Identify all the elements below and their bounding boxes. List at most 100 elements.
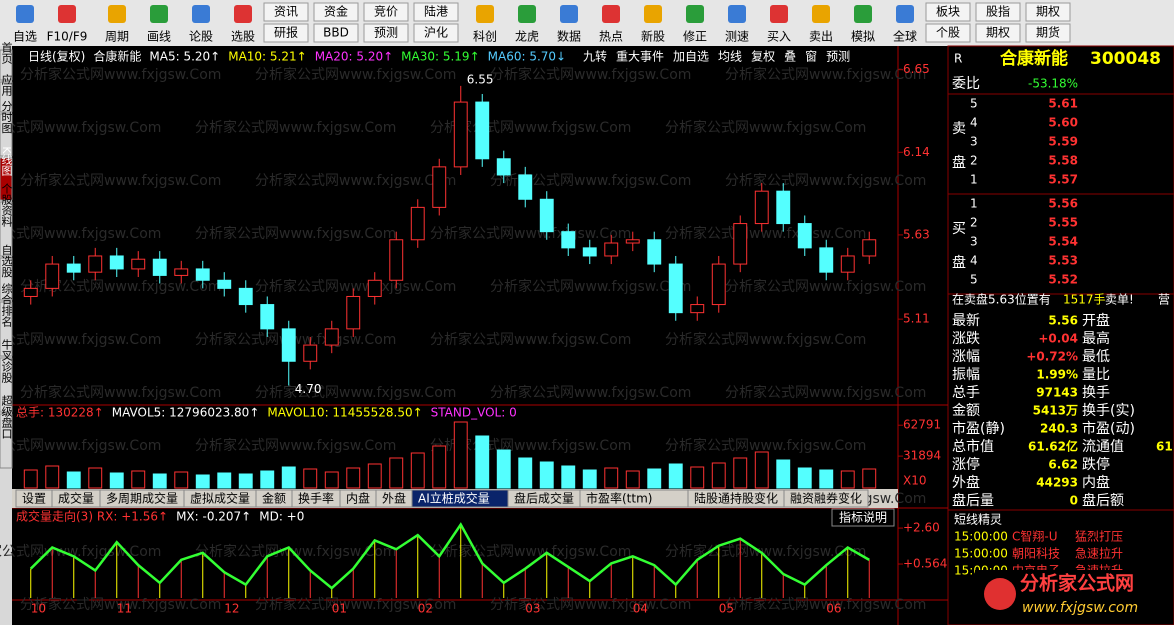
toolbar-label[interactable]: 选股: [231, 30, 255, 44]
toolbar-button[interactable]: [313, 23, 359, 43]
toolbar-button[interactable]: [413, 2, 459, 22]
chart-button[interactable]: 窗: [805, 50, 817, 64]
toolbar-label[interactable]: F10/F9: [47, 30, 88, 44]
toolbar-button[interactable]: [263, 2, 309, 22]
tab-label[interactable]: 虚拟成交量: [190, 491, 250, 506]
toolbar-label[interactable]: 股指: [986, 4, 1010, 19]
toolbar-button[interactable]: [925, 2, 971, 22]
toolbar-label[interactable]: 竞价: [374, 5, 398, 19]
toolbar-label[interactable]: 新股: [641, 29, 665, 44]
chart-button[interactable]: 预测: [826, 50, 850, 64]
toolbar-label[interactable]: 预测: [374, 26, 398, 40]
side-tab-label[interactable]: 首页: [0, 41, 13, 65]
toolbar-label[interactable]: 数据: [557, 29, 581, 44]
tab-label[interactable]: 内盘: [346, 491, 370, 506]
toolbar-label[interactable]: 个股: [936, 26, 960, 40]
tab-label[interactable]: 成交量: [58, 491, 94, 506]
tab-label[interactable]: 多周期成交量: [106, 491, 178, 506]
side-tab-label[interactable]: 应用: [0, 73, 13, 97]
toolbar-icon[interactable]: [16, 5, 34, 23]
toolbar-button[interactable]: [1025, 2, 1071, 22]
toolbar-icon[interactable]: [58, 5, 76, 23]
toolbar-button[interactable]: [975, 2, 1021, 22]
toolbar-button[interactable]: [313, 2, 359, 22]
toolbar-label[interactable]: 期货: [1036, 25, 1060, 40]
side-tab-label[interactable]: 个股资料: [0, 183, 13, 228]
toolbar-icon[interactable]: [476, 5, 494, 23]
tab-label[interactable]: 市盈率(ttm): [586, 491, 652, 506]
toolbar-button[interactable]: [363, 2, 409, 22]
tab-label[interactable]: 换手率: [298, 491, 334, 506]
chart-button[interactable]: 重大事件: [616, 50, 664, 64]
side-tab[interactable]: [0, 201, 13, 257]
toolbar-icon[interactable]: [812, 5, 830, 23]
toolbar-label[interactable]: 卖出: [809, 30, 833, 44]
side-tab[interactable]: [0, 81, 13, 113]
toolbar-label[interactable]: 板块: [936, 5, 960, 19]
side-tab-label[interactable]: 综合排名: [0, 282, 13, 327]
toolbar-button[interactable]: [925, 23, 971, 43]
toolbar-button[interactable]: [975, 23, 1021, 43]
tab-label[interactable]: 金额: [262, 491, 286, 506]
toolbar-label[interactable]: 期权: [1036, 5, 1060, 19]
tab-label[interactable]: 陆股通持股变化: [694, 491, 778, 506]
toolbar-icon[interactable]: [150, 5, 168, 23]
toolbar-button[interactable]: [1025, 23, 1071, 43]
tab-label[interactable]: 融资融券变化: [790, 491, 862, 506]
toolbar-label[interactable]: 周期: [105, 30, 129, 44]
toolbar-icon[interactable]: [518, 5, 536, 23]
toolbar-label[interactable]: 自选: [13, 30, 37, 44]
tab-label[interactable]: 外盘: [382, 491, 406, 506]
chart-button[interactable]: 叠: [784, 50, 796, 64]
toolbar-label[interactable]: 论股: [189, 30, 213, 44]
toolbar-icon[interactable]: [192, 5, 210, 23]
toolbar-label[interactable]: 热点: [599, 30, 623, 44]
side-tab-label[interactable]: 分时图: [0, 100, 13, 134]
toolbar-icon[interactable]: [644, 5, 662, 23]
toolbar-label[interactable]: 龙虎: [515, 30, 539, 44]
toolbar-label[interactable]: 资讯: [274, 5, 298, 19]
toolbar-label[interactable]: 测速: [725, 30, 749, 44]
side-tab-label[interactable]: 牛叉诊股: [0, 338, 13, 384]
toolbar-icon[interactable]: [896, 5, 914, 23]
toolbar-button[interactable]: [413, 23, 459, 43]
side-tab[interactable]: [0, 301, 13, 357]
toolbar-icon[interactable]: [770, 5, 788, 23]
toolbar-icon[interactable]: [234, 5, 252, 23]
toolbar-label[interactable]: 全球: [893, 29, 917, 44]
chart-button[interactable]: 加自选: [673, 50, 709, 64]
toolbar-label[interactable]: 期权: [986, 26, 1010, 40]
toolbar-button[interactable]: [363, 23, 409, 43]
side-tab-label[interactable]: 超级盘口: [0, 394, 13, 439]
toolbar-icon[interactable]: [602, 5, 620, 23]
toolbar-label[interactable]: 研报: [274, 25, 298, 40]
side-tab[interactable]: [0, 357, 13, 413]
indicator-button-label[interactable]: 指标说明: [839, 510, 887, 525]
side-tab[interactable]: [0, 157, 13, 201]
chart-button[interactable]: 均线: [718, 50, 742, 64]
toolbar-label[interactable]: 科创: [473, 30, 497, 44]
toolbar-icon[interactable]: [728, 5, 746, 23]
toolbar-label[interactable]: 画线: [147, 30, 171, 44]
side-tab-label[interactable]: K线图: [0, 146, 13, 176]
tab-label[interactable]: 盘后成交量: [514, 491, 574, 506]
indicator-button[interactable]: [831, 508, 895, 527]
side-tab[interactable]: [0, 257, 13, 301]
toolbar-icon[interactable]: [854, 5, 872, 23]
tab[interactable]: [783, 489, 869, 508]
toolbar-label[interactable]: 沪化: [424, 26, 448, 40]
toolbar-button[interactable]: [263, 23, 309, 43]
tab-label[interactable]: 设置: [22, 492, 46, 506]
toolbar-label[interactable]: 修正: [683, 29, 707, 44]
toolbar-label[interactable]: 陆港: [424, 4, 448, 19]
chart-button[interactable]: 九转: [583, 49, 607, 64]
side-tab[interactable]: [0, 413, 13, 469]
side-tab[interactable]: [0, 49, 13, 81]
chart-button[interactable]: 复权: [751, 50, 775, 64]
toolbar-icon[interactable]: [686, 5, 704, 23]
toolbar-icon[interactable]: [108, 5, 126, 23]
toolbar-label[interactable]: BBD: [323, 26, 349, 40]
toolbar-icon[interactable]: [560, 5, 578, 23]
toolbar-label[interactable]: 买入: [767, 30, 791, 44]
side-tab[interactable]: [0, 113, 13, 157]
